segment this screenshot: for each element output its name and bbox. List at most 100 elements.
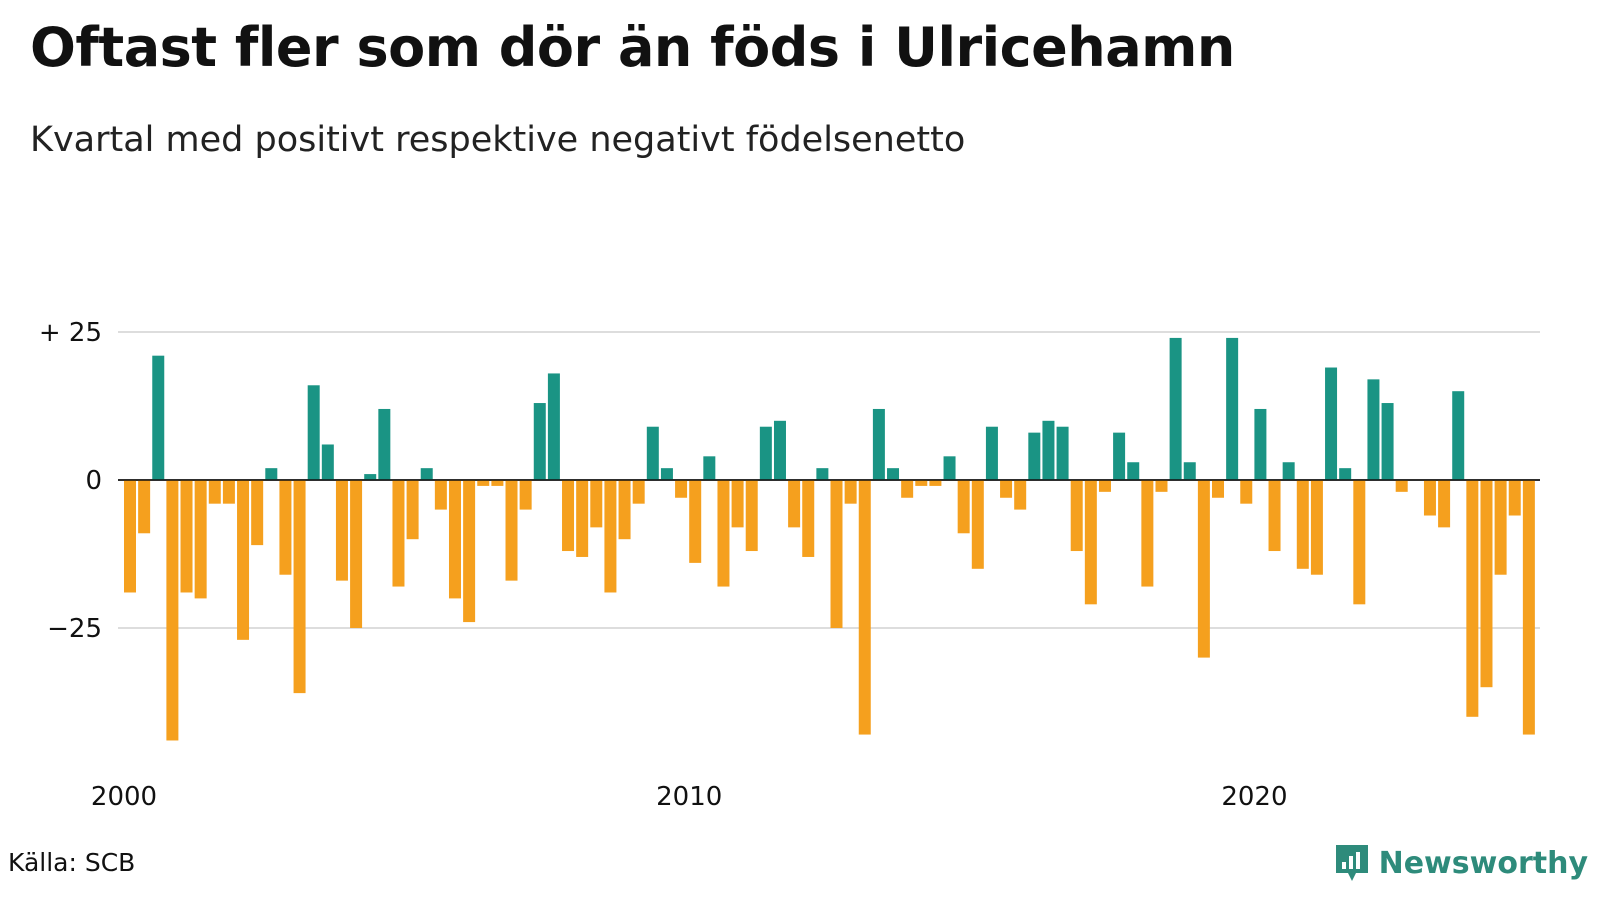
brand-name: Newsworthy [1378,845,1588,881]
bar [1169,337,1182,480]
bar [887,468,900,480]
bar [1183,462,1196,480]
bar [802,480,815,557]
bar [717,480,730,587]
bar [1113,432,1126,480]
bar [660,468,673,480]
bar [222,480,235,504]
bar [872,408,885,480]
bar [1381,403,1394,480]
bar [1056,426,1069,480]
bar [208,480,221,504]
bar [675,480,688,498]
bar [745,480,758,552]
bar [830,480,843,628]
bar [1155,480,1168,492]
bar [1466,480,1479,717]
bar [1212,480,1225,498]
y-tick-label: + 25 [39,318,102,348]
bars [118,337,1540,741]
bar [562,480,575,552]
bar [646,426,659,480]
chart-subtitle: Kvartal med positivt respektive negativt… [30,120,966,160]
bar [1268,480,1281,552]
bar [943,456,956,480]
bar [1127,462,1140,480]
chart-title: Oftast fler som dör än föds i Ulricehamn [30,16,1235,79]
bar [858,480,871,735]
bar [448,480,461,599]
bar [1310,480,1323,575]
y-axis-ticks: + 25 0 −25 [39,318,102,644]
bar [731,480,744,528]
bar [1240,480,1253,504]
bar [1000,480,1013,498]
bar [420,468,433,480]
bar [604,480,617,593]
bar [1070,480,1083,552]
bar [703,456,716,480]
bar [237,480,250,640]
bar [971,480,984,569]
bar [1141,480,1154,587]
bar [505,480,518,581]
bar [1296,480,1309,569]
bar [406,480,419,540]
y-tick-label: −25 [47,614,102,644]
bar [350,480,363,628]
newsworthy-logo-icon [1335,845,1368,881]
source-note: Källa: SCB [8,848,136,877]
bar [1452,391,1465,480]
bar [1339,468,1352,480]
bar [166,480,179,741]
bar [1098,480,1111,492]
bar [1508,480,1521,516]
bar [138,480,151,534]
bar [915,480,928,486]
bar [901,480,914,498]
bar [844,480,857,504]
bar [957,480,970,534]
bar [1325,367,1338,480]
bar [985,426,998,480]
bar [689,480,702,563]
bar [1226,337,1239,480]
bar [1353,480,1366,605]
bar [194,480,207,599]
x-tick-label: 2000 [91,782,157,812]
bar [1494,480,1507,575]
bar [618,480,631,540]
bar [378,408,391,480]
bar [293,480,306,694]
bar [279,480,292,575]
bar [307,385,320,480]
bar [1042,420,1055,480]
bar [788,480,801,528]
bar [1282,462,1295,480]
bar [1028,432,1041,480]
bar [1084,480,1097,605]
bar [773,420,786,480]
bar [152,355,165,480]
bar [590,480,603,528]
bar [816,468,829,480]
bar [392,480,405,587]
bar [576,480,589,557]
bar [463,480,476,623]
bar [335,480,348,581]
bar [1014,480,1027,510]
bar [251,480,264,546]
bar [519,480,532,510]
bar [265,468,278,480]
bar [1423,480,1436,516]
bar [1254,408,1267,480]
bar [1197,480,1210,658]
bar [1395,480,1408,492]
bar [1438,480,1451,528]
x-tick-label: 2010 [656,782,722,812]
bar [1367,379,1380,480]
bar [477,480,490,486]
bar [1522,480,1535,735]
brand: Newsworthy [1333,842,1588,884]
bar [321,444,334,480]
